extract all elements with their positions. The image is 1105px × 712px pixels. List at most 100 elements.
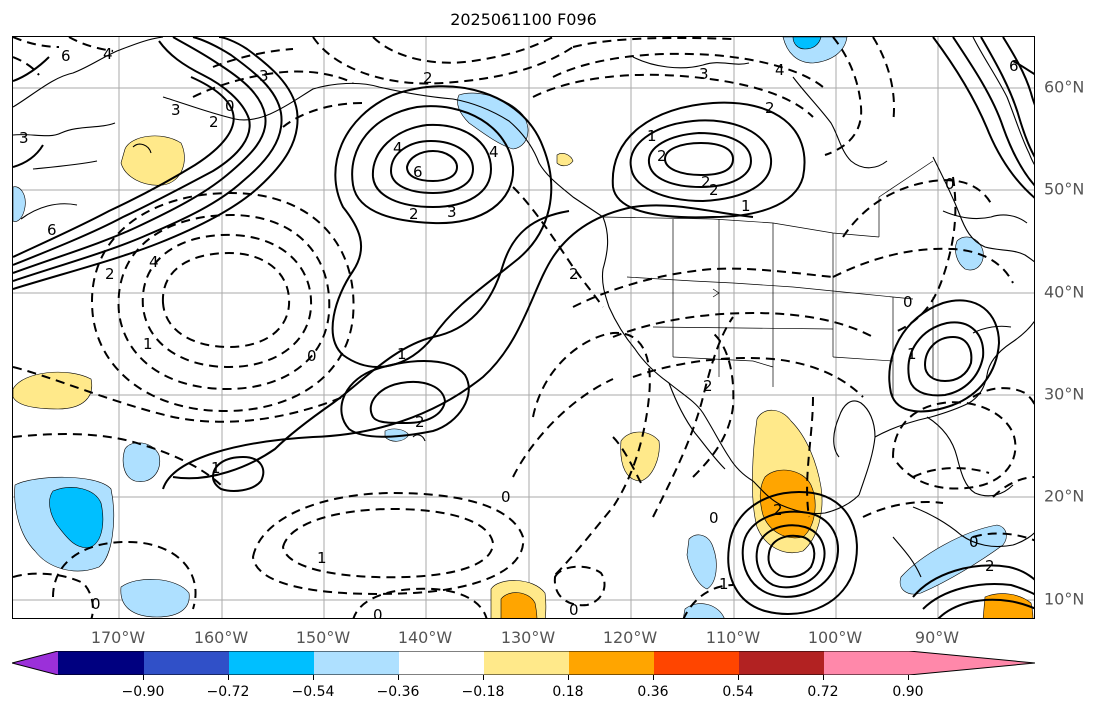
contour-label: 0 bbox=[91, 595, 101, 613]
colorbar-tick-label: −0.54 bbox=[291, 684, 335, 700]
colorbar-segment bbox=[314, 651, 399, 675]
chart-title: 2025061100 F096 bbox=[450, 10, 597, 29]
coast-line bbox=[13, 37, 164, 108]
coast-line bbox=[833, 400, 876, 496]
contour-line bbox=[572, 37, 734, 48]
contour-label: 2 bbox=[701, 173, 711, 191]
contour-line bbox=[161, 251, 291, 349]
contour-label: 2 bbox=[709, 181, 719, 199]
colorbar-tick-label: −0.72 bbox=[206, 684, 250, 700]
contour-line bbox=[892, 176, 957, 334]
shade-positive-strong bbox=[982, 593, 1034, 618]
shade-negative bbox=[122, 442, 161, 482]
contour-label: 0 bbox=[225, 97, 235, 115]
contour-line bbox=[767, 534, 816, 578]
contour-label: 2 bbox=[415, 413, 425, 431]
contour-line bbox=[611, 101, 806, 219]
lat-label: 60°N bbox=[1044, 77, 1085, 97]
contour-label: 1 bbox=[397, 345, 407, 363]
colorbar-tick-label: −0.36 bbox=[376, 684, 420, 700]
coast-line bbox=[162, 82, 604, 218]
contour-label: 0 bbox=[307, 347, 317, 365]
contour-line bbox=[612, 311, 874, 338]
contour-line bbox=[532, 73, 814, 118]
lat-label: 10°N bbox=[1044, 589, 1085, 609]
coast-line bbox=[20, 203, 78, 220]
contour-label: 6 bbox=[1009, 57, 1019, 75]
contour-label: 0 bbox=[903, 293, 913, 311]
shade-negative bbox=[899, 524, 1007, 595]
contour-line bbox=[13, 56, 50, 82]
colorbar-segment bbox=[399, 651, 484, 675]
coast-line bbox=[13, 122, 116, 137]
contour-line bbox=[91, 191, 355, 413]
contour-line bbox=[992, 476, 1034, 498]
border-us-mexico bbox=[672, 356, 774, 368]
contour-line bbox=[806, 396, 814, 518]
contour-line bbox=[312, 37, 574, 85]
contour-label: 0 bbox=[569, 601, 579, 619]
shade-negative bbox=[13, 186, 26, 222]
contour-line bbox=[552, 52, 824, 88]
contour-line bbox=[612, 436, 644, 488]
contour-line bbox=[972, 387, 1034, 406]
contour-label: 1 bbox=[741, 197, 751, 215]
lon-label: 100°W bbox=[807, 628, 863, 647]
contour-line bbox=[842, 179, 994, 238]
colorbar-segment bbox=[484, 651, 569, 675]
contour-line bbox=[907, 321, 985, 397]
contour-line bbox=[13, 76, 235, 258]
colorbar-tick bbox=[653, 675, 654, 680]
contour-line bbox=[512, 378, 614, 478]
coast-line bbox=[926, 416, 1014, 497]
contours-positive bbox=[13, 37, 1034, 618]
contour-line bbox=[251, 491, 525, 595]
contour-label: 4 bbox=[149, 253, 159, 271]
contour-label: 2 bbox=[423, 69, 433, 87]
contour-line bbox=[923, 335, 973, 383]
political-borders bbox=[602, 160, 934, 397]
shade-negative bbox=[683, 603, 725, 618]
contour-line bbox=[912, 564, 1034, 598]
contour-label: 2 bbox=[657, 147, 667, 165]
contour-line bbox=[972, 532, 1034, 542]
contour-line bbox=[141, 233, 313, 369]
border-us-canada bbox=[602, 216, 880, 238]
contour-line bbox=[192, 70, 354, 98]
contour-line bbox=[572, 267, 834, 308]
contour-label: 3 bbox=[19, 129, 29, 147]
colorbar-segment bbox=[824, 651, 909, 675]
contour-line bbox=[682, 584, 734, 618]
colorbar-tick bbox=[908, 675, 909, 680]
contour-line bbox=[1012, 60, 1034, 75]
colorbar-tick-label: −0.90 bbox=[121, 684, 165, 700]
shade-negative bbox=[120, 578, 190, 618]
contour-line bbox=[13, 56, 40, 76]
contours-negative bbox=[13, 37, 1034, 618]
coast-line bbox=[632, 56, 750, 69]
lat-label: 20°N bbox=[1044, 486, 1085, 506]
contour-line bbox=[952, 37, 1034, 187]
contour-line bbox=[405, 149, 459, 183]
contour-line bbox=[172, 210, 570, 480]
colorbar-tick-label: 0.18 bbox=[552, 684, 584, 700]
contour-label: 0 bbox=[501, 488, 511, 506]
shade-positive-strong bbox=[500, 592, 538, 618]
contour-label: 3 bbox=[447, 203, 457, 221]
contour-line bbox=[647, 131, 753, 189]
contour-line bbox=[13, 366, 344, 423]
state-border bbox=[652, 326, 834, 330]
coastlines bbox=[13, 37, 1034, 578]
colorbar-tick-label: 0.90 bbox=[892, 684, 924, 700]
contour-line bbox=[912, 467, 990, 478]
lon-label: 170°W bbox=[90, 628, 146, 647]
contour-label: 2 bbox=[105, 265, 115, 283]
contour-label: 6 bbox=[413, 163, 423, 181]
lon-label: 150°W bbox=[295, 628, 351, 647]
contour-line bbox=[932, 37, 1034, 199]
border bbox=[878, 160, 934, 198]
contour-label: 2 bbox=[209, 113, 219, 131]
contour-line bbox=[832, 247, 1014, 284]
map-panel: 6 4 3 2 0 6 2 3 2 2 1 2 0 1 2 2 4 3 0 0 … bbox=[12, 36, 1035, 619]
state-border bbox=[626, 276, 914, 300]
